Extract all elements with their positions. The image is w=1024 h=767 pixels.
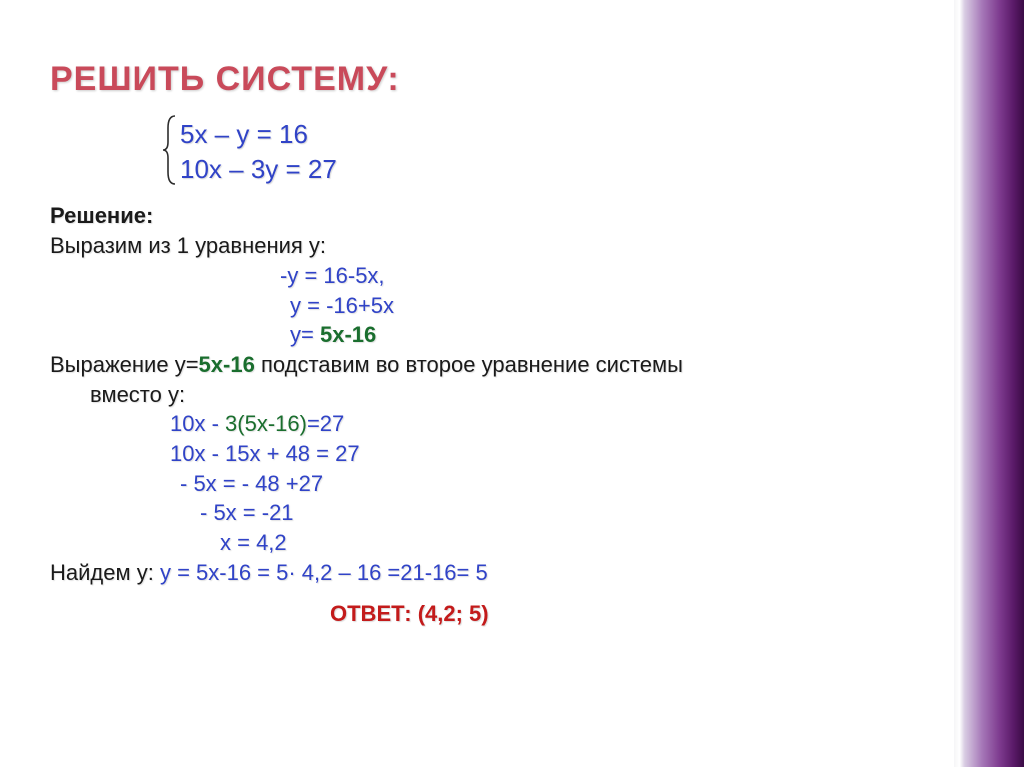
sub-eq1-b: 3(5х-16) [225, 411, 307, 436]
step1-eq3-pre: у= [290, 322, 320, 347]
slide: РЕШИТЬ СИСТЕМУ: 5х – у = 16 10х – 3у = 2… [0, 0, 1024, 767]
sub-eq2: 10х - 15х + 48 = 27 [170, 439, 974, 469]
find-y-line: Найдем у: у = 5х-16 = 5· 4,2 – 16 =21-16… [50, 558, 974, 588]
solution-label: Решение: [50, 203, 974, 229]
sub-eq5: х = 4,2 [220, 528, 974, 558]
system-eq1: 5х – у = 16 [180, 117, 974, 152]
step2-post: подставим во второе уравнение системы [255, 352, 683, 377]
answer-value: (4,2; 5) [418, 601, 489, 626]
step2-pre: Выражение у= [50, 352, 199, 377]
answer-label: ОТВЕТ: [330, 601, 418, 626]
step1-eq1: -у = 16-5х, [280, 261, 974, 291]
sub-eq4: - 5х = -21 [200, 498, 974, 528]
step2-line1: Выражение у=5х-16 подставим во второе ур… [50, 350, 974, 380]
sub-eq1-a: 10х - [170, 411, 225, 436]
sub-eq1: 10х - 3(5х-16)=27 [170, 409, 974, 439]
equation-system: 5х – у = 16 10х – 3у = 27 [180, 117, 974, 187]
system-eq2: 10х – 3у = 27 [180, 152, 974, 187]
step1-eq3: у= 5х-16 [290, 320, 974, 350]
findy-eq: у = 5х-16 = 5· 4,2 – 16 =21-16= 5 [160, 560, 488, 585]
step2-line2: вместо у: [90, 380, 974, 410]
sub-eq1-c: =27 [307, 411, 344, 436]
slide-title: РЕШИТЬ СИСТЕМУ: [50, 60, 974, 99]
findy-pre: Найдем у: [50, 560, 160, 585]
step1-eq3-bold: 5х-16 [320, 322, 376, 347]
slide-content: РЕШИТЬ СИСТЕМУ: 5х – у = 16 10х – 3у = 2… [0, 0, 1024, 647]
answer-line: ОТВЕТ: (4,2; 5) [330, 601, 974, 627]
step1-text: Выразим из 1 уравнения у: [50, 231, 974, 261]
step2-bold: 5х-16 [199, 352, 255, 377]
sub-eq3: - 5х = - 48 +27 [180, 469, 974, 499]
brace-icon [162, 114, 178, 186]
step1-eq2: у = -16+5х [290, 291, 974, 321]
